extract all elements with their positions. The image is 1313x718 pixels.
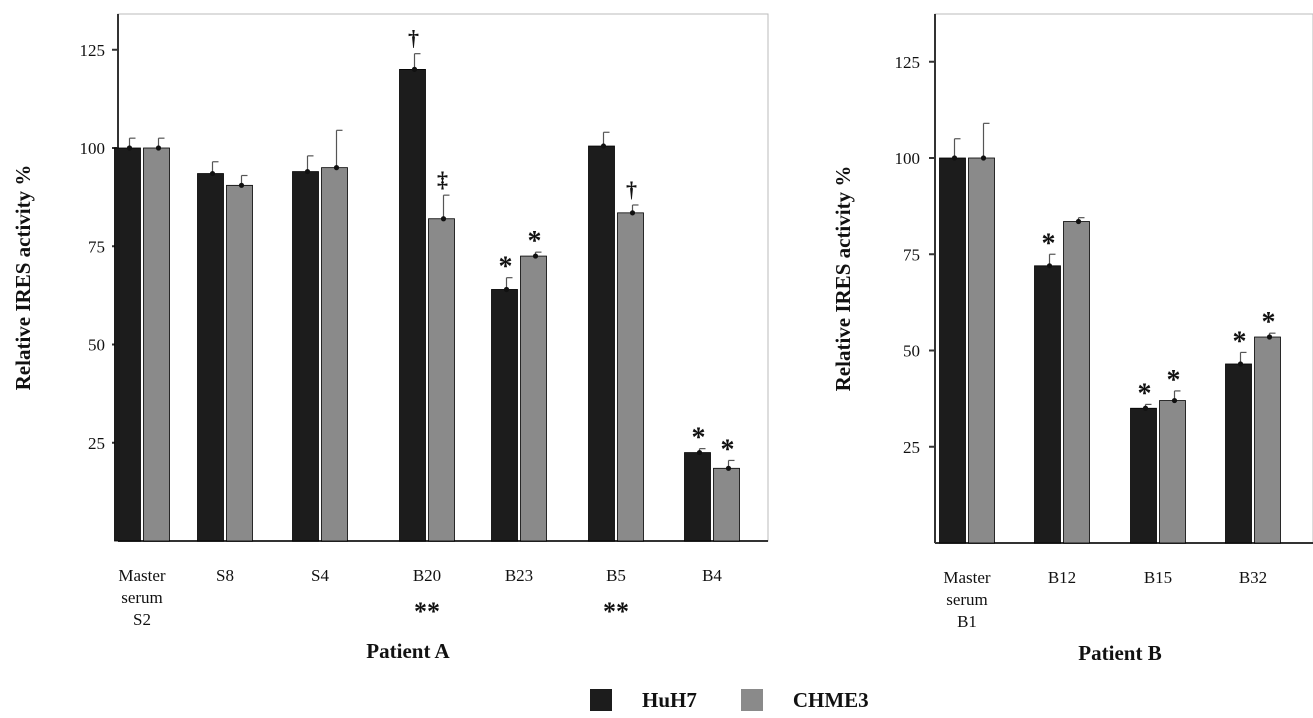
x-tick-label: B4 (702, 566, 722, 585)
bar-huh7 (197, 173, 224, 542)
bar-chme3 (968, 157, 995, 544)
mean-dot (1046, 263, 1053, 269)
bar-chme3 (713, 467, 740, 542)
x-tick-label: B23 (505, 566, 533, 585)
mean-dot (1142, 405, 1149, 411)
category-significance-mark: ** (603, 597, 629, 626)
bar-huh7 (399, 69, 426, 542)
mean-dot (1171, 397, 1178, 404)
mean-dot (503, 286, 510, 293)
bar-chme3 (617, 212, 644, 542)
mean-dot (126, 145, 133, 151)
mean-dot (209, 170, 216, 177)
chart-panel-2: 125 100 75 50 25 Relative IRES activity % * * * *… (831, 13, 1313, 665)
bar-chme3 (520, 255, 547, 542)
significance-mark: * (499, 252, 513, 283)
x-tick-label: B20 (413, 566, 441, 585)
x-axis-label: Patient A (366, 639, 450, 663)
y-tick-label: 50 (88, 336, 105, 355)
y-tick-label: 50 (903, 342, 920, 361)
y-tick-label: 125 (895, 53, 921, 72)
y-tick-label: 75 (88, 237, 105, 256)
mean-dot (238, 182, 245, 188)
x-tick-label: Master (118, 566, 166, 585)
significance-mark: * (1262, 307, 1276, 338)
mean-dot (333, 165, 340, 171)
y-tick-label: 25 (903, 438, 920, 457)
bar-huh7 (114, 147, 141, 542)
x-tick-label: S4 (311, 566, 329, 585)
significance-mark: † (626, 177, 637, 202)
legend-item-chme3: CHME3 (740, 687, 869, 713)
y-axis-label: Relative IRES activity % (11, 165, 35, 391)
bar-huh7 (684, 452, 711, 542)
mean-dot (600, 143, 607, 149)
mean-dot (440, 216, 447, 222)
mean-dot (629, 210, 636, 216)
bar-huh7 (1034, 265, 1061, 544)
bar-huh7 (588, 145, 615, 542)
mean-dot (1237, 361, 1244, 367)
bar-chme3 (143, 147, 170, 542)
mean-dot (1266, 334, 1273, 340)
significance-mark: * (692, 423, 706, 454)
significance-mark: * (721, 434, 735, 465)
mean-dot (696, 449, 703, 456)
x-tick-label: B15 (1144, 568, 1172, 587)
bar-huh7 (939, 157, 966, 544)
mean-dot (532, 253, 539, 259)
significance-mark: * (528, 226, 542, 257)
x-tick-label: B32 (1239, 568, 1267, 587)
bar-chme3 (428, 218, 455, 542)
significance-mark: * (1138, 378, 1152, 409)
significance-mark: * (1042, 228, 1056, 259)
legend-swatch-huh7 (590, 689, 612, 711)
mean-dot (304, 168, 311, 175)
bar-huh7 (491, 289, 518, 542)
x-axis-label: Patient B (1078, 641, 1161, 665)
legend: HuH7 CHME3 (590, 686, 913, 714)
mean-dot (725, 465, 732, 471)
x-tick-label: serum (946, 590, 988, 609)
x-tick-label: S8 (216, 566, 234, 585)
category-significance-mark: ** (414, 597, 440, 626)
significance-mark: * (1233, 326, 1247, 357)
y-tick-label: 75 (903, 245, 920, 264)
x-tick-label: Master (943, 568, 991, 587)
bar-chme3 (1063, 221, 1090, 544)
bar-huh7 (292, 171, 319, 542)
legend-item-huh7: HuH7 (590, 688, 697, 713)
legend-label-chme3: CHME3 (792, 687, 869, 712)
significance-mark: ‡ (437, 167, 448, 192)
bar-chme3 (1254, 336, 1281, 544)
bar-huh7 (1225, 363, 1252, 544)
mean-dot (411, 66, 418, 72)
x-tick-label: B5 (606, 566, 626, 585)
x-tick-label: serum (121, 588, 163, 607)
bar-chme3 (321, 167, 348, 542)
bar-chme3 (1159, 400, 1186, 544)
x-tick-label: S2 (133, 610, 151, 629)
legend-label-huh7: HuH7 (642, 687, 697, 712)
legend-swatch-chme3 (740, 689, 763, 711)
significance-mark: † (408, 26, 419, 51)
y-tick-label: 100 (80, 139, 106, 158)
bar-huh7 (1130, 407, 1157, 544)
mean-dot (1075, 218, 1082, 225)
y-axis-label: Relative IRES activity % (831, 166, 855, 392)
significance-mark: * (1167, 365, 1181, 396)
mean-dot (951, 155, 958, 161)
mean-dot (980, 155, 987, 161)
y-tick-label: 125 (80, 41, 106, 60)
x-tick-label: B1 (957, 612, 977, 631)
x-tick-label: B12 (1048, 568, 1076, 587)
mean-dot (155, 145, 162, 151)
y-tick-label: 25 (88, 434, 105, 453)
y-tick-label: 100 (895, 149, 921, 168)
bar-chme3 (226, 184, 253, 542)
